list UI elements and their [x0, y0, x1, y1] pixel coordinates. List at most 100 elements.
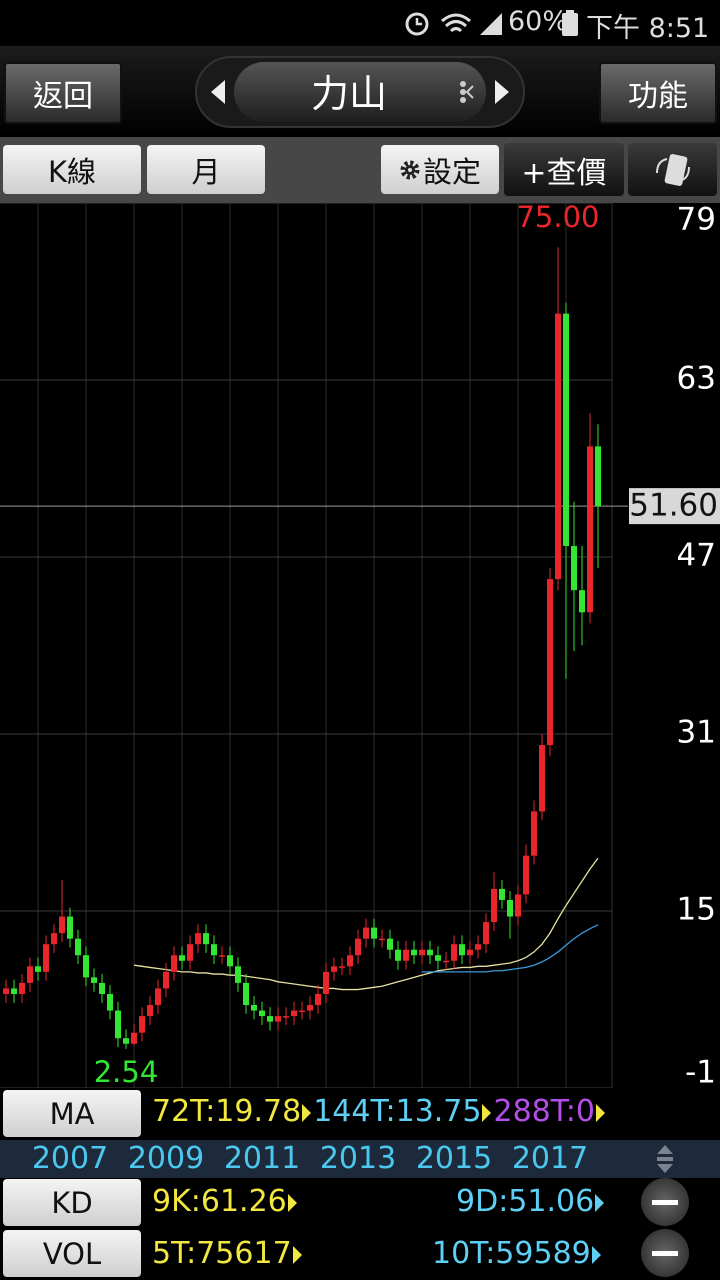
low-label: 2.54: [94, 1055, 159, 1088]
candle-body: [251, 1005, 257, 1011]
candle-body: [3, 988, 9, 994]
candle-body: [451, 944, 457, 961]
candle-body: [299, 1010, 305, 1013]
candle-body: [51, 933, 57, 945]
vol-long: 10T:59589: [432, 1236, 601, 1271]
candle-body: [595, 446, 601, 507]
battery-icon: [562, 10, 578, 36]
candle-body: [67, 916, 73, 939]
vol-button[interactable]: VOL: [3, 1230, 141, 1277]
candle-body: [75, 938, 81, 956]
candle-body: [499, 888, 505, 900]
kd-k-text: 9K:61.26: [152, 1184, 287, 1219]
candle-body: [115, 1010, 121, 1039]
settings-label: 設定: [422, 154, 481, 189]
status-icons: [405, 12, 502, 36]
battery-percent: 60%: [508, 6, 569, 37]
candle-body: [587, 446, 593, 613]
x-tick-label: 2011: [223, 1141, 301, 1176]
candle-body: [187, 944, 193, 961]
candle-body: [531, 811, 537, 856]
candle-body: [467, 949, 473, 956]
vol-long-text: 10T:59589: [432, 1236, 591, 1271]
candle-body: [547, 579, 553, 746]
last-price-box: [629, 488, 720, 525]
kd-button[interactable]: KD: [3, 1179, 141, 1226]
ma-button[interactable]: MA: [3, 1090, 141, 1137]
candle-body: [99, 982, 105, 994]
y-tick-label: 47: [677, 538, 716, 574]
candle-body: [283, 1016, 289, 1018]
candle-body: [355, 938, 361, 956]
candle-body: [539, 745, 545, 812]
candle-body: [411, 949, 417, 956]
candle-body: [243, 982, 249, 1006]
ma-legend-marker: [302, 1103, 312, 1122]
candle-body: [491, 888, 497, 923]
back-button[interactable]: 返回: [4, 62, 122, 124]
candle-body: [179, 955, 185, 961]
kd-d-text: 9D:51.06: [456, 1184, 595, 1219]
ma-legend-marker: [482, 1103, 492, 1122]
ma-legend-item: 288T:0: [493, 1094, 605, 1129]
candle-body: [339, 966, 345, 968]
candle-body: [59, 916, 65, 934]
candle-body: [171, 955, 177, 972]
k-line-button[interactable]: K線: [3, 145, 141, 194]
ma-line: [133, 857, 599, 991]
x-tick-label: 2007: [31, 1141, 109, 1176]
high-label: 75.00: [516, 203, 599, 234]
query-button[interactable]: +查價: [504, 143, 624, 196]
candle-body: [147, 1005, 153, 1017]
vol-short: 5T:75617: [152, 1236, 302, 1271]
rotate-button[interactable]: [628, 143, 717, 196]
candle-body: [419, 949, 425, 956]
axis-panel: [612, 203, 720, 1088]
candle-body: [379, 938, 385, 941]
candle-body: [483, 922, 489, 945]
y-tick-label: 15: [677, 892, 716, 928]
status-bar: 60% 下午 8:51: [0, 0, 720, 46]
candle-body: [331, 966, 337, 972]
vol-remove-button[interactable]: [641, 1229, 689, 1277]
gear-icon: [400, 160, 420, 179]
candle-body: [107, 993, 113, 1011]
x-tick-label: 2017: [511, 1141, 589, 1176]
y-tick-label: 79: [677, 203, 716, 238]
kd-k: 9K:61.26: [152, 1184, 297, 1219]
candle-body: [435, 955, 441, 961]
clock: 下午 8:51: [586, 13, 710, 44]
candle-body: [139, 1016, 145, 1033]
candle-body: [459, 944, 465, 956]
candle-body: [555, 313, 561, 580]
period-button[interactable]: 月: [147, 145, 265, 194]
candle-body: [363, 927, 369, 939]
candle-body: [579, 590, 585, 613]
x-tick-label: 2013: [319, 1141, 397, 1176]
stock-pill: [234, 62, 486, 122]
candle-body: [307, 1005, 313, 1011]
candle-body: [35, 966, 41, 972]
candle-body: [163, 971, 169, 989]
candle-body: [219, 955, 225, 957]
candle-body: [443, 960, 449, 963]
candle-body: [347, 955, 353, 967]
ma-legend-text: 144T:13.75: [313, 1094, 482, 1129]
candle-body: [259, 1010, 265, 1017]
last-price-label: 51.60: [629, 488, 718, 524]
year-axis: 2007 2009 2011 2013 2015 2017: [0, 1140, 720, 1178]
ma-legend-text: 72T:19.78: [152, 1094, 302, 1129]
candle-body: [515, 894, 521, 917]
rotate-icon: [655, 153, 690, 186]
candle-body: [19, 982, 25, 994]
ma-line: [422, 924, 599, 973]
candle-body: [203, 933, 209, 945]
kd-remove-button[interactable]: [641, 1178, 689, 1226]
function-button[interactable]: 功能: [599, 62, 717, 124]
candlestick-chart: 79 63 47 31 15 -1 51.60 75.00 2.54: [0, 203, 720, 1088]
settings-button[interactable]: 設定: [381, 145, 499, 194]
candle-body: [323, 971, 329, 994]
ma-legend-item: 72T:19.78: [152, 1094, 312, 1129]
candle-body: [211, 944, 217, 956]
candle-body: [371, 927, 377, 939]
